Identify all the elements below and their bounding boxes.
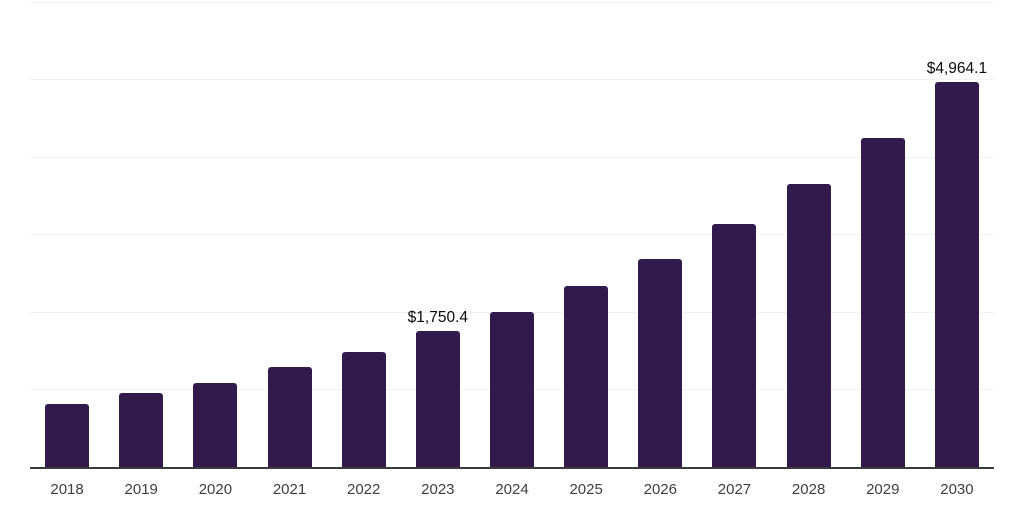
x-tick-label-2027: 2027	[717, 481, 752, 498]
x-tick-label-2028: 2028	[791, 481, 826, 498]
bar-2027[interactable]	[712, 223, 757, 467]
x-tick-label-2026: 2026	[643, 481, 677, 498]
x-tick-label-2019: 2019	[124, 481, 158, 498]
x-tick-label-2025: 2025	[569, 481, 603, 498]
gridline	[30, 79, 994, 80]
x-tick-label-2018: 2018	[50, 481, 84, 498]
bar-2021[interactable]	[267, 367, 312, 467]
bar-2022[interactable]	[341, 351, 386, 467]
bar-2020[interactable]	[193, 382, 238, 467]
bar-2026[interactable]	[638, 258, 683, 467]
x-tick-label-2030: 2030	[940, 481, 974, 498]
bar-2018[interactable]	[45, 404, 90, 467]
x-tick-label-2020: 2020	[198, 481, 233, 498]
bar-2024[interactable]	[490, 311, 534, 467]
x-tick-label-2022: 2022	[347, 481, 381, 498]
data-label-2030: $4,964.1	[926, 59, 988, 77]
x-axis: 2018 2019 2020 2021 2022 2023 2024 2025 2026 2027…	[0, 479, 1024, 503]
plot-area: $1,750.4 $4,964.1	[30, 0, 994, 469]
bar-2023[interactable]	[415, 331, 460, 467]
x-tick-label-2023: 2023	[421, 481, 455, 498]
gridline	[30, 1, 994, 3]
data-label-2023: $1,750.4	[407, 308, 469, 326]
x-tick-label-2029: 2029	[866, 481, 900, 498]
bar-2029[interactable]	[860, 138, 905, 467]
bar-2025[interactable]	[564, 286, 609, 467]
bar-2030[interactable]	[934, 82, 979, 467]
gridline	[30, 234, 994, 235]
gridline	[30, 156, 994, 158]
x-tick-label-2021: 2021	[272, 481, 307, 498]
x-tick-label-2024: 2024	[495, 481, 529, 498]
bar-2019[interactable]	[119, 393, 164, 467]
bar-2028[interactable]	[786, 183, 831, 467]
